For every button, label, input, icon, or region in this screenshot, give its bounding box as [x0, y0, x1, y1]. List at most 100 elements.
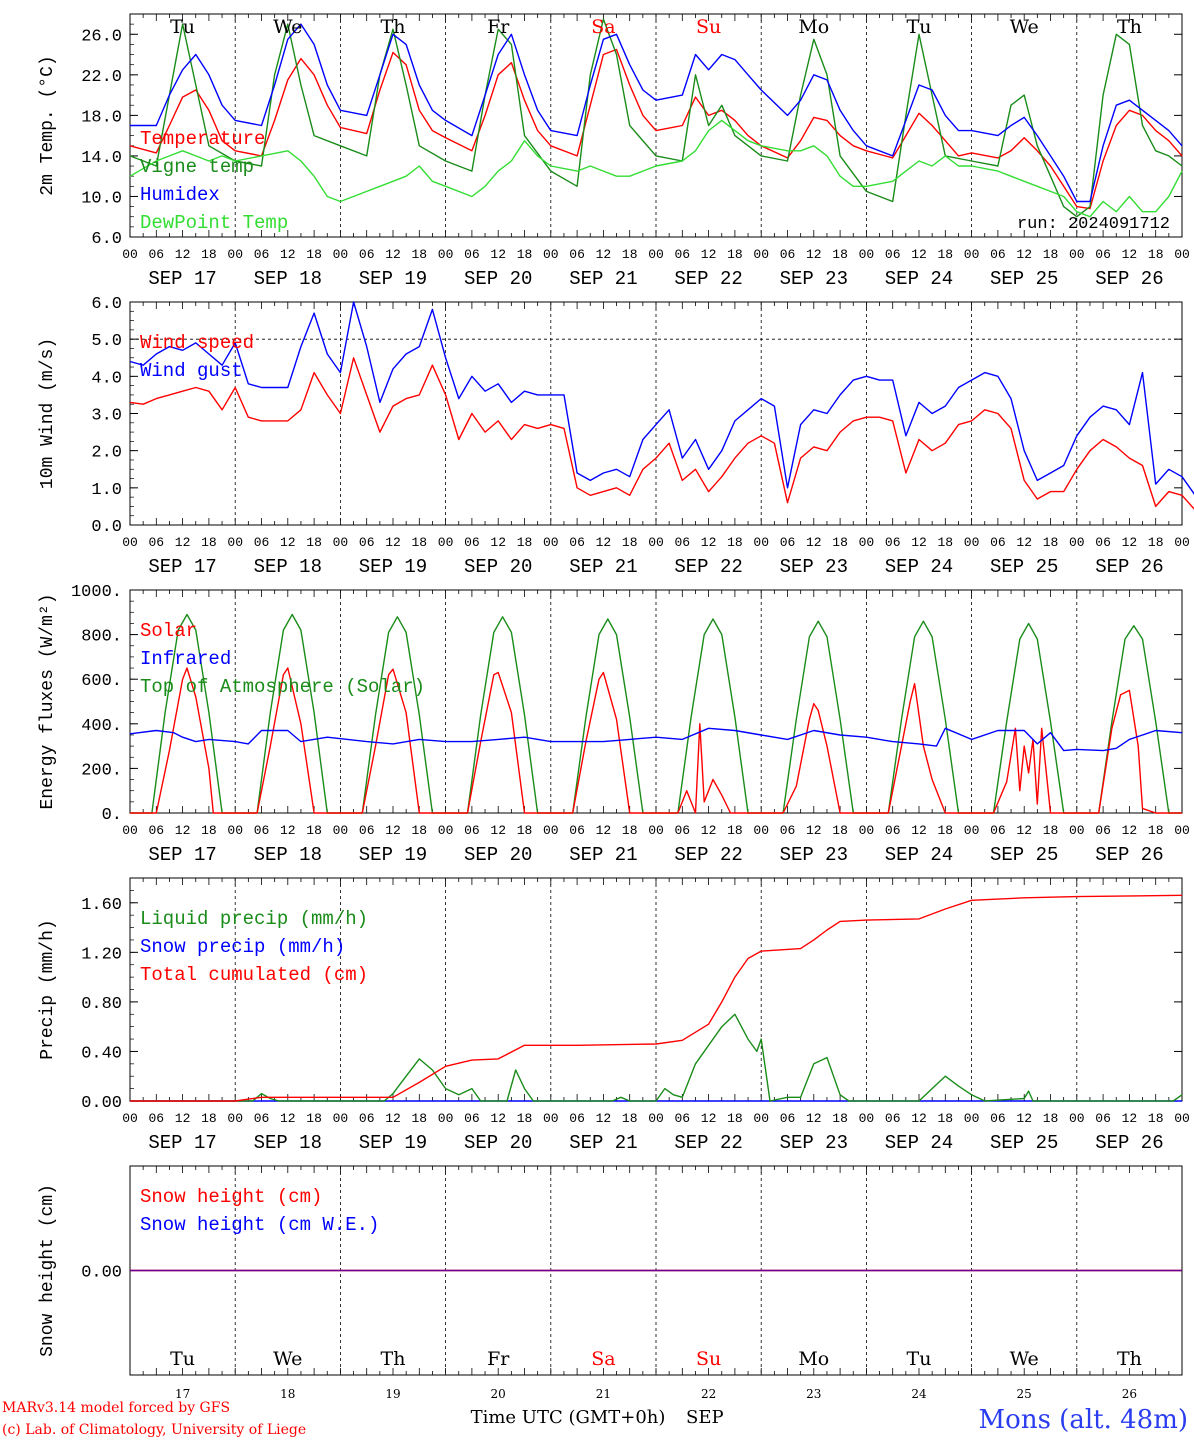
y-tick-label: 18.0 — [81, 108, 122, 127]
hour-label: 18 — [937, 535, 953, 550]
weekday-label: We — [1010, 16, 1039, 38]
hour-label: 06 — [464, 823, 480, 838]
series-liquid-precip-mm-h- — [130, 1013, 1183, 1102]
date-label: SEP 26 — [1095, 1132, 1163, 1154]
hour-label: 12 — [1016, 823, 1032, 838]
hour-label: 06 — [464, 247, 480, 262]
credit-line-1: MARv3.14 model forced by GFS — [2, 1400, 230, 1416]
date-label: SEP 21 — [569, 844, 637, 866]
hour-label: 06 — [569, 247, 585, 262]
day-number-label: 19 — [385, 1387, 400, 1401]
series-solar — [130, 667, 1182, 814]
date-label: SEP 19 — [359, 1132, 427, 1154]
panel-5: 0.00 Snow height (cm) Snow height (cm) Snow… — [38, 1165, 1183, 1401]
hour-label: 06 — [1095, 535, 1111, 550]
station-name: Mons (alt. 48m) — [979, 1405, 1188, 1435]
y-axis-title: Energy fluxes (W/m²) — [38, 593, 58, 809]
hour-label: 18 — [306, 823, 322, 838]
hour-label: 18 — [937, 1111, 953, 1126]
hour-label: 06 — [674, 823, 690, 838]
hour-label: 18 — [201, 1111, 217, 1126]
hour-label: 18 — [201, 535, 217, 550]
date-label: SEP 21 — [569, 1132, 637, 1154]
hour-label: 06 — [569, 1111, 585, 1126]
date-label: SEP 18 — [254, 556, 322, 578]
hour-label: 06 — [254, 247, 270, 262]
hour-label: 00 — [1174, 823, 1190, 838]
weekday-label: Th — [381, 1348, 406, 1370]
date-label: SEP 17 — [148, 1132, 216, 1154]
hour-label: 12 — [385, 823, 401, 838]
hour-label: 12 — [280, 535, 296, 550]
hour-label: 18 — [832, 247, 848, 262]
day-number-label: 25 — [1017, 1387, 1032, 1401]
hour-label: 18 — [1043, 535, 1059, 550]
y-tick-label: 0.00 — [81, 1264, 122, 1283]
y-axis-title: Precip (mm/h) — [38, 919, 58, 1059]
date-label: SEP 25 — [990, 1132, 1058, 1154]
panel-2: 0.0 1.0 2.0 3.0 4.0 5.0 6.0 10m Wind (m/s) Wind … — [38, 295, 1194, 578]
hour-label: 18 — [411, 1111, 427, 1126]
hour-label: 18 — [517, 535, 533, 550]
y-tick-label: 400. — [81, 717, 122, 736]
hour-label: 06 — [1095, 1111, 1111, 1126]
hour-label: 06 — [885, 535, 901, 550]
plot-frame — [129, 301, 1183, 526]
hour-label: 06 — [780, 535, 796, 550]
hour-label: 18 — [201, 823, 217, 838]
hour-label: 18 — [622, 247, 638, 262]
legend-entry: Snow height (cm W.E.) — [140, 1214, 379, 1236]
hour-label: 18 — [937, 823, 953, 838]
hour-label: 06 — [254, 823, 270, 838]
legend-entry: Wind gust — [140, 360, 243, 382]
day-number-label: 18 — [280, 1387, 295, 1401]
hour-label: 18 — [727, 535, 743, 550]
hour-label: 18 — [727, 247, 743, 262]
date-label: SEP 24 — [885, 844, 953, 866]
y-tick-label: 0.00 — [81, 1094, 122, 1113]
y-axis-title: 2m Temp. (°C) — [38, 55, 58, 195]
hour-label: 18 — [306, 1111, 322, 1126]
day-number-label: 23 — [806, 1387, 821, 1401]
weekday-label: Mo — [798, 1348, 829, 1370]
hour-label: 00 — [648, 535, 664, 550]
hour-label: 12 — [490, 535, 506, 550]
weekday-label: Fr — [487, 1348, 510, 1370]
legend-entry: Total cumulated (cm) — [140, 964, 368, 986]
hour-label: 06 — [569, 535, 585, 550]
legend-entry: DewPoint Temp — [140, 212, 288, 234]
hour-label: 00 — [648, 1111, 664, 1126]
hour-label: 18 — [1043, 823, 1059, 838]
series-temperature — [129, 48, 1183, 210]
date-label: SEP 18 — [254, 844, 322, 866]
hour-label: 18 — [1043, 1111, 1059, 1126]
hour-label: 00 — [227, 535, 243, 550]
hour-label: 00 — [122, 823, 138, 838]
legend-entry: Vigne temp — [140, 156, 254, 178]
legend-entry: Top of Atmosphere (Solar) — [140, 676, 425, 698]
hour-label: 06 — [148, 535, 164, 550]
hour-label: 00 — [1174, 247, 1190, 262]
hour-label: 18 — [306, 535, 322, 550]
hour-label: 00 — [227, 247, 243, 262]
hour-label: 12 — [385, 535, 401, 550]
hour-label: 18 — [832, 535, 848, 550]
hour-label: 00 — [438, 823, 454, 838]
day-number-label: 24 — [911, 1387, 927, 1401]
day-number-label: 17 — [175, 1387, 190, 1401]
hour-label: 12 — [175, 823, 191, 838]
date-label: SEP 23 — [780, 1132, 848, 1154]
hour-label: 18 — [411, 823, 427, 838]
hour-label: 00 — [859, 823, 875, 838]
legend-entry: Infrared — [140, 648, 231, 670]
hour-label: 06 — [780, 823, 796, 838]
hour-label: 00 — [964, 1111, 980, 1126]
legend-entry: Wind speed — [140, 332, 254, 354]
series-vigne-temp — [129, 18, 1183, 218]
hour-label: 00 — [1069, 535, 1085, 550]
date-label: SEP 17 — [148, 556, 216, 578]
hour-label: 06 — [780, 247, 796, 262]
hour-label: 00 — [648, 247, 664, 262]
weekday-label: Th — [1117, 16, 1142, 38]
